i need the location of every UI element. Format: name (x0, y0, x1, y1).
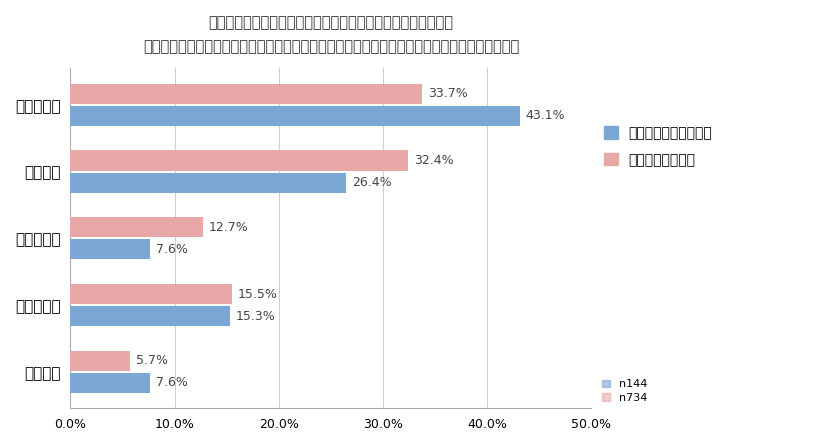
Bar (71, 351, 129, 371)
Text: 15.3%: 15.3% (236, 310, 276, 322)
Text: 32.4%: 32.4% (414, 154, 454, 167)
Bar (71, 106, 520, 126)
Title: 近年は「働き方改革」というキーワードが注目されていますが
「朝に前倒しで働いて、早く帰宅したり、仕事の効率化を図りたい」という想いはありますか。: 近年は「働き方改革」というキーワードが注目されていますが 「朝に前倒しで働いて、… (143, 15, 519, 54)
Bar (71, 217, 202, 237)
Bar (71, 373, 150, 393)
Bar (71, 306, 230, 326)
Legend: n144, n734: n144, n734 (602, 380, 648, 403)
Text: 5.7%: 5.7% (136, 354, 168, 367)
Bar (71, 150, 408, 170)
Bar (71, 284, 232, 304)
Text: 7.6%: 7.6% (155, 376, 187, 389)
Text: 15.5%: 15.5% (239, 288, 278, 301)
Text: 12.7%: 12.7% (209, 221, 249, 234)
Text: 7.6%: 7.6% (155, 243, 187, 256)
Text: 43.1%: 43.1% (526, 109, 565, 122)
Bar (71, 84, 422, 104)
Text: 26.4%: 26.4% (352, 176, 391, 189)
Text: 33.7%: 33.7% (428, 87, 468, 100)
Bar (71, 239, 150, 259)
Bar (71, 173, 345, 193)
